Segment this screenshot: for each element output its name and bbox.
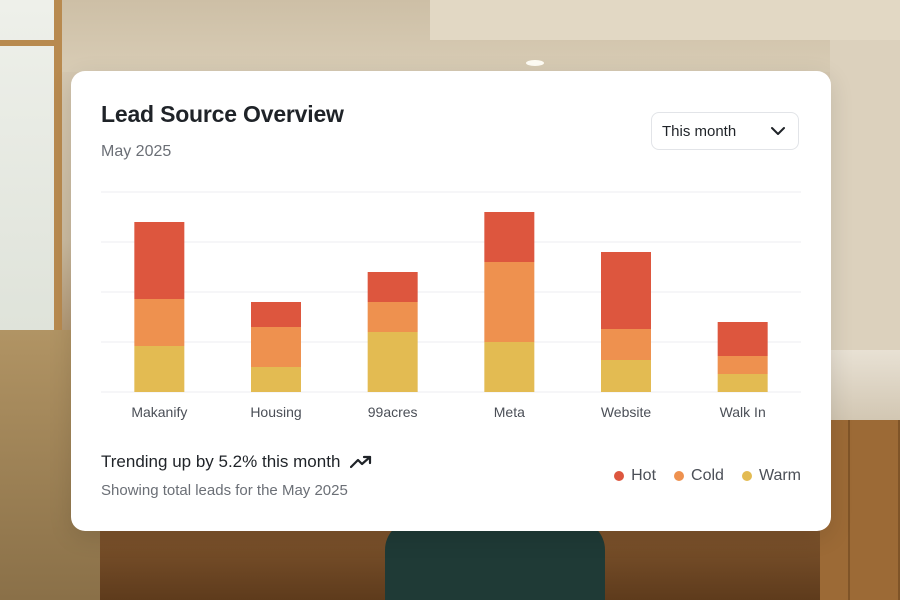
bar-segment-warm-housing[interactable] [251, 367, 301, 392]
trending-up-icon [350, 455, 372, 469]
legend-item-warm: Warm [741, 467, 801, 485]
x-tick-label: Housing [250, 404, 301, 420]
window [0, 0, 62, 330]
period-select-value: This month [662, 122, 737, 140]
x-tick-label: Walk In [720, 404, 766, 420]
chair [385, 520, 605, 600]
legend-label-cold: Cold [691, 467, 724, 484]
bar-segment-cold-housing[interactable] [251, 327, 301, 367]
legend-dot-cold [674, 471, 685, 481]
bar-segment-cold-makanify[interactable] [134, 299, 185, 346]
counter [820, 350, 900, 430]
bar-segment-hot-website[interactable] [601, 252, 651, 329]
bar-segment-hot-99acres[interactable] [367, 272, 418, 302]
bar-segment-warm-meta[interactable] [484, 342, 535, 392]
stacked-bar-chart: Makanify Housing 99acres Meta Website Walk In [101, 191, 801, 420]
bar-segment-hot-meta[interactable] [484, 212, 535, 262]
trend-footnote: Showing total leads for the May 2025 [101, 482, 348, 499]
bar-segment-cold-walk-in[interactable] [717, 356, 768, 374]
window-frame-bar [0, 40, 62, 46]
chevron-down-icon [770, 126, 786, 136]
bar-segment-hot-walk-in[interactable] [717, 322, 768, 356]
bar-segment-cold-99acres[interactable] [367, 302, 418, 332]
bar-segment-warm-walk-in[interactable] [717, 374, 768, 392]
period-select[interactable]: This month [651, 112, 799, 150]
bar-segment-hot-makanify[interactable] [134, 222, 185, 299]
legend-dot-hot [614, 471, 625, 481]
bar-segment-hot-housing[interactable] [251, 302, 301, 327]
x-tick-label: 99acres [368, 404, 418, 420]
chart-legend: Hot Cold Warm [614, 467, 801, 485]
card-subtitle: May 2025 [101, 143, 172, 160]
bar-segment-cold-meta[interactable] [484, 262, 535, 342]
bar-segment-warm-makanify[interactable] [134, 346, 185, 392]
trend-text: Trending up by 5.2% this month [101, 452, 341, 471]
ceiling-light [526, 60, 544, 66]
card-title: Lead Source Overview [101, 101, 344, 127]
bar-segment-warm-website[interactable] [601, 360, 651, 392]
x-tick-label: Website [601, 404, 652, 420]
legend-item-cold: Cold [674, 467, 724, 485]
x-tick-label: Makanify [131, 404, 187, 420]
trend-summary: Trending up by 5.2% this month [101, 452, 372, 472]
legend-label-hot: Hot [631, 467, 657, 484]
legend-item-hot: Hot [614, 467, 656, 485]
soffit [430, 0, 900, 40]
lead-source-card: Lead Source Overview May 2025 This month… [71, 71, 831, 531]
bar-segment-warm-99acres[interactable] [367, 332, 418, 392]
legend-label-warm: Warm [758, 467, 801, 484]
right-wall [830, 40, 900, 360]
x-tick-label: Meta [494, 404, 525, 420]
bar-segment-cold-website[interactable] [601, 329, 651, 360]
legend-dot-warm [741, 471, 752, 481]
